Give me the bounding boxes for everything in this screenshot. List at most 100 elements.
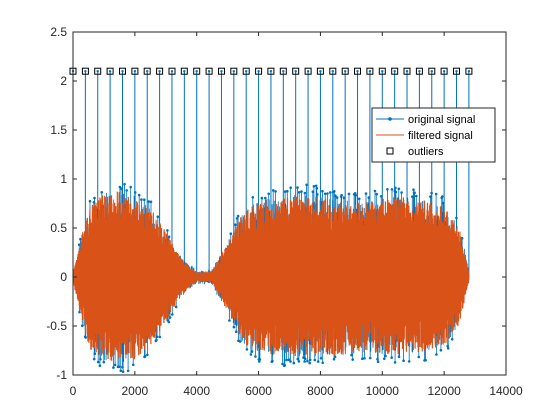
original-signal-marker <box>300 190 303 193</box>
x-tick-label: 12000 <box>427 384 461 398</box>
outlier-dot <box>133 70 137 73</box>
original-signal-marker <box>313 358 317 362</box>
original-signal-marker <box>407 360 411 363</box>
original-signal-marker <box>316 193 319 196</box>
outlier-marker <box>143 67 151 75</box>
original-signal-marker <box>285 358 288 362</box>
original-signal-marker <box>303 360 306 363</box>
outlier-marker <box>354 67 361 75</box>
original-signal-marker <box>379 195 383 198</box>
original-signal-marker <box>254 355 257 358</box>
original-signal-marker <box>158 335 162 339</box>
original-signal-marker <box>446 347 450 350</box>
x-tick-label: 2000 <box>122 384 149 398</box>
original-signal-marker <box>245 348 249 351</box>
original-signal-marker <box>84 336 87 339</box>
outlier-dot <box>282 70 285 73</box>
filtered-signal-line <box>72 191 470 361</box>
original-signal-marker <box>303 357 307 361</box>
original-signal-marker <box>430 191 433 195</box>
outlier-marker <box>292 67 300 75</box>
original-signal-marker <box>289 360 292 363</box>
original-signal-marker <box>232 325 236 329</box>
original-signal-marker <box>376 357 379 361</box>
x-tick-label: 6000 <box>245 384 272 398</box>
original-signal-marker <box>149 200 153 204</box>
original-signal-marker <box>251 196 255 199</box>
original-signal-marker <box>121 365 124 369</box>
original-signal-marker <box>174 305 178 309</box>
original-signal-marker <box>368 356 372 360</box>
original-signal-marker <box>297 191 301 194</box>
original-signal-marker <box>143 198 146 201</box>
original-signal-marker <box>415 194 418 198</box>
original-signal-marker <box>435 353 438 356</box>
outlier-dot <box>405 70 409 73</box>
original-signal-marker <box>364 192 368 195</box>
original-signal-marker <box>397 187 401 191</box>
original-signal-marker <box>228 319 231 322</box>
outlier-dot <box>170 70 174 73</box>
original-signal-marker <box>129 185 132 189</box>
original-signal-marker <box>92 357 96 361</box>
original-signal-marker <box>306 359 309 363</box>
outlier-marker <box>193 67 201 75</box>
original-signal-marker <box>102 360 106 364</box>
original-signal-marker <box>316 360 320 363</box>
outlier-dot <box>393 70 396 73</box>
outlier-dot <box>158 70 161 73</box>
outlier-marker <box>391 67 399 75</box>
original-signal-marker <box>417 355 421 359</box>
y-tick-label: 1 <box>60 172 67 186</box>
original-signal-marker <box>119 369 123 373</box>
original-signal-marker <box>321 361 325 365</box>
original-signal-marker <box>351 358 355 361</box>
original-signal-marker <box>402 359 405 363</box>
original-signal-marker <box>296 186 299 189</box>
outlier-marker <box>180 67 188 75</box>
x-tick-label: 10000 <box>366 384 400 398</box>
original-signal-marker <box>411 195 414 198</box>
original-signal-marker <box>93 352 97 356</box>
original-signal-marker <box>413 191 416 194</box>
original-signal-marker <box>308 358 312 362</box>
original-signal-marker <box>393 361 397 364</box>
original-signal-marker <box>363 357 366 360</box>
outlier-marker <box>156 67 164 75</box>
y-tick-label: 0 <box>60 270 67 284</box>
outlier-dot <box>183 70 186 73</box>
original-signal-marker <box>287 358 291 362</box>
original-signal-marker <box>394 186 397 190</box>
outlier-marker <box>218 67 225 75</box>
original-signal-marker <box>315 187 319 190</box>
original-signal-marker <box>77 243 81 246</box>
original-signal-marker <box>460 236 464 240</box>
outlier-marker <box>230 67 238 75</box>
outlier-dot <box>195 70 198 73</box>
outlier-dot <box>232 70 235 73</box>
outlier-marker <box>465 67 473 75</box>
original-signal-marker <box>321 189 324 193</box>
original-signal-marker <box>156 215 160 218</box>
original-signal-marker <box>386 188 389 191</box>
original-signal-marker <box>434 192 438 196</box>
x-tick-label: 4000 <box>183 384 210 398</box>
axes-box <box>72 31 507 376</box>
original-signal-marker <box>155 338 158 342</box>
outlier-dot <box>455 70 458 73</box>
outlier-dot <box>269 70 273 73</box>
outlier-dot <box>356 70 359 73</box>
original-signal-marker <box>258 358 262 361</box>
original-signal-marker <box>171 313 174 316</box>
original-signal-marker <box>446 344 450 348</box>
original-signal-marker <box>274 190 277 193</box>
original-signal-marker <box>296 357 300 361</box>
original-signal-marker <box>373 189 377 193</box>
original-signal-marker <box>88 199 92 203</box>
original-signal-marker <box>235 217 239 220</box>
original-signal-marker <box>126 369 130 373</box>
x-tick-label: 14000 <box>489 384 523 398</box>
outlier-dot <box>418 70 421 73</box>
outlier-dot <box>294 70 297 73</box>
